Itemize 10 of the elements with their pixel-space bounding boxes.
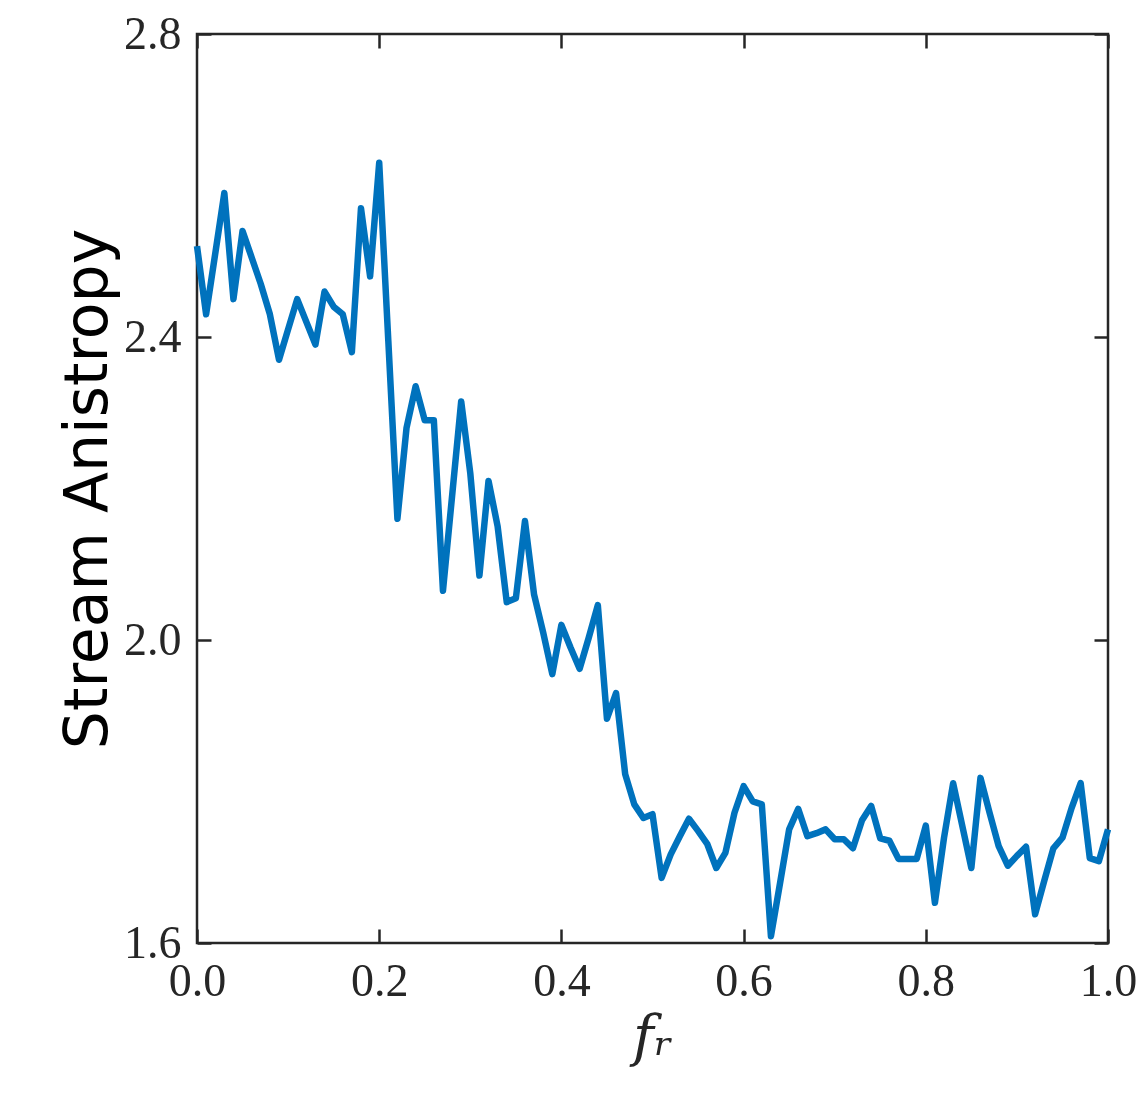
y-axis-title: Stream Anistropy [51,228,121,750]
y-tick-label: 2.8 [124,7,182,59]
x-axis-title: fᵣ [628,1002,674,1068]
y-tick-label: 2.0 [124,613,182,665]
x-tick-label: 0.8 [897,954,956,1006]
x-tick-label: 0.4 [533,954,591,1006]
x-tick-label: 0.2 [350,954,409,1006]
x-tick-label: 1.0 [1079,954,1138,1006]
y-tick-label: 2.4 [124,310,182,362]
x-tick-label: 0.6 [715,954,773,1006]
